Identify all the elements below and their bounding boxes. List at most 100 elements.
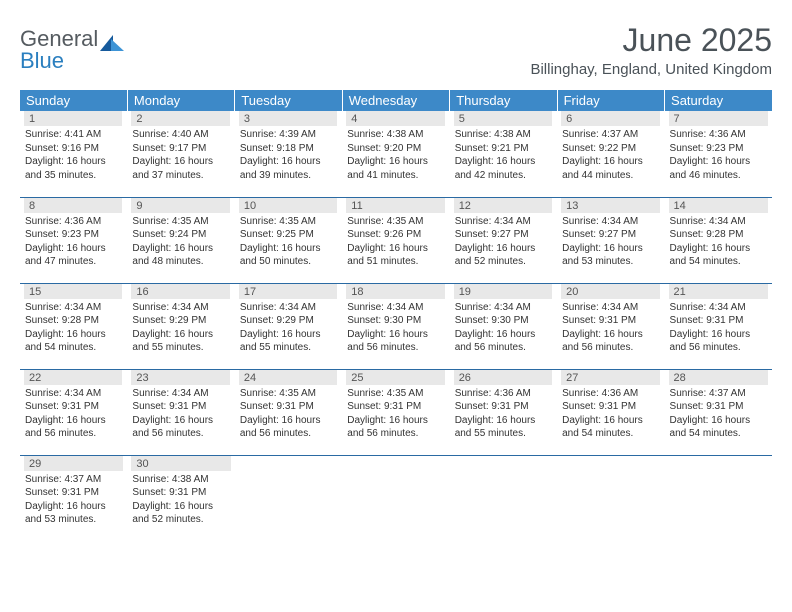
calendar-day-cell: 7 Sunrise: 4:36 AMSunset: 9:23 PMDaylight… xyxy=(665,111,772,197)
day-sun-info: Sunrise: 4:41 AMSunset: 9:16 PMDaylight:… xyxy=(24,128,123,182)
header: General Blue June 2025 Billinghay, Engla… xyxy=(20,22,772,78)
col-friday: Friday xyxy=(557,90,664,111)
col-thursday: Thursday xyxy=(450,90,557,111)
day-number: 14 xyxy=(669,198,768,213)
day-number: 21 xyxy=(669,284,768,299)
day-sun-info: Sunrise: 4:37 AMSunset: 9:31 PMDaylight:… xyxy=(24,473,123,527)
calendar-day-cell: 29 Sunrise: 4:37 AMSunset: 9:31 PMDayligh… xyxy=(20,455,127,541)
day-number: 20 xyxy=(561,284,660,299)
day-number: 23 xyxy=(131,370,230,385)
calendar-day-cell: 20 Sunrise: 4:34 AMSunset: 9:31 PMDayligh… xyxy=(557,283,664,369)
calendar-day-cell: 17Sunrise: 4:34 AMSunset: 9:29 PMDayligh… xyxy=(235,283,342,369)
day-sun-info: Sunrise: 4:34 AMSunset: 9:30 PMDaylight:… xyxy=(346,301,445,355)
day-sun-info: Sunrise: 4:34 AMSunset: 9:31 PMDaylight:… xyxy=(669,301,768,355)
col-tuesday: Tuesday xyxy=(235,90,342,111)
day-sun-info: Sunrise: 4:35 AMSunset: 9:31 PMDaylight:… xyxy=(239,387,338,441)
calendar-week-row: 1 Sunrise: 4:41 AMSunset: 9:16 PMDaylight… xyxy=(20,111,772,197)
calendar-day-cell: 2 Sunrise: 4:40 AMSunset: 9:17 PMDaylight… xyxy=(127,111,234,197)
calendar-day-cell: 6Sunrise: 4:37 AMSunset: 9:22 PMDaylight… xyxy=(557,111,664,197)
day-sun-info: Sunrise: 4:39 AMSunset: 9:18 PMDaylight:… xyxy=(239,128,338,182)
logo: General Blue xyxy=(20,22,100,72)
calendar-day-cell: 22 Sunrise: 4:34 AMSunset: 9:31 PMDayligh… xyxy=(20,369,127,455)
location-label: Billinghay, England, United Kingdom xyxy=(530,61,772,78)
calendar-day-cell: 23 Sunrise: 4:34 AMSunset: 9:31 PMDayligh… xyxy=(127,369,234,455)
day-number: 19 xyxy=(454,284,553,299)
day-sun-info: Sunrise: 4:34 AMSunset: 9:29 PMDaylight:… xyxy=(131,301,230,355)
day-sun-info: Sunrise: 4:38 AMSunset: 9:20 PMDaylight:… xyxy=(346,128,445,182)
month-title: June 2025 xyxy=(530,22,772,59)
calendar-day-cell xyxy=(342,455,449,541)
day-number: 30 xyxy=(131,456,230,471)
day-sun-info: Sunrise: 4:35 AMSunset: 9:31 PMDaylight:… xyxy=(346,387,445,441)
day-sun-info: Sunrise: 4:34 AMSunset: 9:30 PMDaylight:… xyxy=(454,301,553,355)
day-number: 26 xyxy=(454,370,553,385)
col-wednesday: Wednesday xyxy=(342,90,449,111)
day-number: 7 xyxy=(669,111,768,126)
day-sun-info: Sunrise: 4:36 AMSunset: 9:31 PMDaylight:… xyxy=(561,387,660,441)
calendar-day-cell: 18Sunrise: 4:34 AMSunset: 9:30 PMDayligh… xyxy=(342,283,449,369)
calendar-day-cell: 4 Sunrise: 4:38 AMSunset: 9:20 PMDaylight… xyxy=(342,111,449,197)
calendar-day-cell: 30Sunrise: 4:38 AMSunset: 9:31 PMDayligh… xyxy=(127,455,234,541)
day-number: 2 xyxy=(131,111,230,126)
day-number: 28 xyxy=(669,370,768,385)
col-saturday: Saturday xyxy=(665,90,772,111)
calendar-week-row: 22 Sunrise: 4:34 AMSunset: 9:31 PMDayligh… xyxy=(20,369,772,455)
calendar-day-cell xyxy=(235,455,342,541)
day-sun-info: Sunrise: 4:35 AMSunset: 9:25 PMDaylight:… xyxy=(239,215,338,269)
day-sun-info: Sunrise: 4:34 AMSunset: 9:28 PMDaylight:… xyxy=(24,301,123,355)
day-number: 9 xyxy=(131,198,230,213)
calendar-day-cell: 11 Sunrise: 4:35 AMSunset: 9:26 PMDayligh… xyxy=(342,197,449,283)
calendar-day-cell: 13 Sunrise: 4:34 AMSunset: 9:27 PMDayligh… xyxy=(557,197,664,283)
day-sun-info: Sunrise: 4:34 AMSunset: 9:28 PMDaylight:… xyxy=(669,215,768,269)
day-sun-info: Sunrise: 4:37 AMSunset: 9:31 PMDaylight:… xyxy=(669,387,768,441)
day-number: 5 xyxy=(454,111,553,126)
calendar-day-cell: 10Sunrise: 4:35 AMSunset: 9:25 PMDayligh… xyxy=(235,197,342,283)
calendar-day-cell: 15 Sunrise: 4:34 AMSunset: 9:28 PMDayligh… xyxy=(20,283,127,369)
weekday-header-row: Sunday Monday Tuesday Wednesday Thursday… xyxy=(20,90,772,111)
day-sun-info: Sunrise: 4:36 AMSunset: 9:23 PMDaylight:… xyxy=(669,128,768,182)
day-sun-info: Sunrise: 4:34 AMSunset: 9:31 PMDaylight:… xyxy=(131,387,230,441)
day-number: 8 xyxy=(24,198,123,213)
day-number: 15 xyxy=(24,284,123,299)
day-number: 1 xyxy=(24,111,123,126)
day-sun-info: Sunrise: 4:35 AMSunset: 9:24 PMDaylight:… xyxy=(131,215,230,269)
calendar-day-cell xyxy=(557,455,664,541)
day-number: 16 xyxy=(131,284,230,299)
calendar-week-row: 15 Sunrise: 4:34 AMSunset: 9:28 PMDayligh… xyxy=(20,283,772,369)
calendar-day-cell: 9 Sunrise: 4:35 AMSunset: 9:24 PMDaylight… xyxy=(127,197,234,283)
calendar-day-cell: 19 Sunrise: 4:34 AMSunset: 9:30 PMDayligh… xyxy=(450,283,557,369)
day-number: 6 xyxy=(561,111,660,126)
day-number: 11 xyxy=(346,198,445,213)
calendar-day-cell xyxy=(450,455,557,541)
calendar-day-cell: 28 Sunrise: 4:37 AMSunset: 9:31 PMDayligh… xyxy=(665,369,772,455)
day-number: 13 xyxy=(561,198,660,213)
calendar-day-cell: 5Sunrise: 4:38 AMSunset: 9:21 PMDaylight… xyxy=(450,111,557,197)
day-number: 17 xyxy=(239,284,338,299)
day-sun-info: Sunrise: 4:35 AMSunset: 9:26 PMDaylight:… xyxy=(346,215,445,269)
calendar-week-row: 8Sunrise: 4:36 AMSunset: 9:23 PMDaylight… xyxy=(20,197,772,283)
calendar-day-cell: 26 Sunrise: 4:36 AMSunset: 9:31 PMDayligh… xyxy=(450,369,557,455)
day-number: 22 xyxy=(24,370,123,385)
logo-part2: Blue xyxy=(20,48,64,73)
calendar-day-cell: 21 Sunrise: 4:34 AMSunset: 9:31 PMDayligh… xyxy=(665,283,772,369)
calendar-day-cell: 8Sunrise: 4:36 AMSunset: 9:23 PMDaylight… xyxy=(20,197,127,283)
day-sun-info: Sunrise: 4:34 AMSunset: 9:31 PMDaylight:… xyxy=(561,301,660,355)
calendar-table: Sunday Monday Tuesday Wednesday Thursday… xyxy=(20,90,772,541)
day-number: 24 xyxy=(239,370,338,385)
col-monday: Monday xyxy=(127,90,234,111)
calendar-day-cell: 16 Sunrise: 4:34 AMSunset: 9:29 PMDayligh… xyxy=(127,283,234,369)
day-sun-info: Sunrise: 4:40 AMSunset: 9:17 PMDaylight:… xyxy=(131,128,230,182)
calendar-day-cell xyxy=(665,455,772,541)
col-sunday: Sunday xyxy=(20,90,127,111)
day-sun-info: Sunrise: 4:34 AMSunset: 9:31 PMDaylight:… xyxy=(24,387,123,441)
calendar-day-cell: 12 Sunrise: 4:34 AMSunset: 9:27 PMDayligh… xyxy=(450,197,557,283)
day-number: 29 xyxy=(24,456,123,471)
day-number: 27 xyxy=(561,370,660,385)
calendar-page: General Blue June 2025 Billinghay, Engla… xyxy=(0,0,792,561)
title-block: June 2025 Billinghay, England, United Ki… xyxy=(530,22,772,78)
day-sun-info: Sunrise: 4:34 AMSunset: 9:27 PMDaylight:… xyxy=(561,215,660,269)
day-number: 12 xyxy=(454,198,553,213)
day-sun-info: Sunrise: 4:36 AMSunset: 9:31 PMDaylight:… xyxy=(454,387,553,441)
day-number: 4 xyxy=(346,111,445,126)
day-sun-info: Sunrise: 4:34 AMSunset: 9:27 PMDaylight:… xyxy=(454,215,553,269)
